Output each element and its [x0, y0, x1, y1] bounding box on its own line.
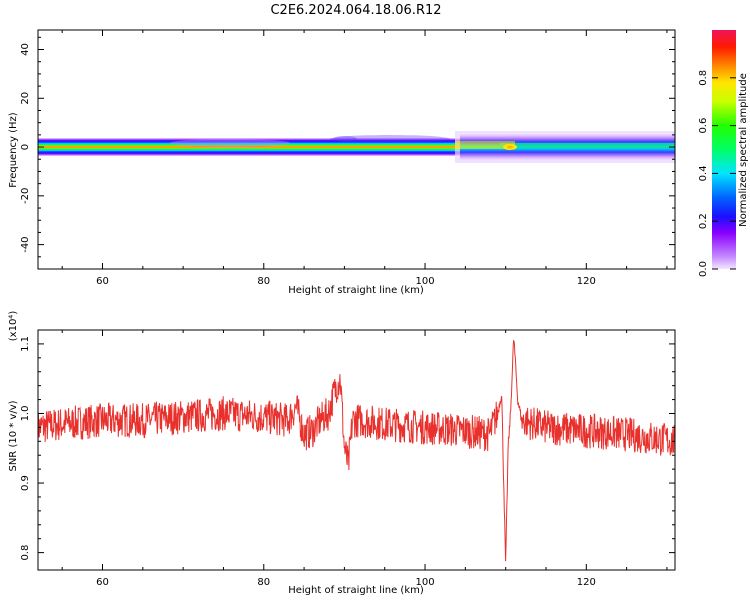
- snr-panel: 60 80 100 120 1.1 1.0 0.9 0.8 Height of straigh…: [8, 311, 676, 596]
- x-tick-label: 100: [415, 577, 434, 588]
- y-tick-label: 1.1: [20, 336, 31, 352]
- colorbar-tick-label: 0.0: [698, 261, 709, 277]
- colorbar-tick-label: 0.6: [698, 118, 709, 134]
- colorbar-gradient: [712, 30, 736, 269]
- spectrogram-ylabel: Frequency (Hz): [8, 112, 19, 188]
- snr-series-line: [38, 339, 675, 562]
- y-tick-label: -40: [20, 236, 31, 252]
- y-tick-label: 40: [20, 43, 31, 56]
- spectrogram-frame: [37, 29, 676, 270]
- y-tick-label: 1.0: [20, 406, 31, 422]
- spectrogram-axes: 60 80 100 120 40 20 0 -20 -40: [20, 30, 675, 287]
- y-tick-label: 20: [20, 92, 31, 105]
- ridge-bulge-3: [333, 136, 357, 142]
- x-tick-label: 60: [96, 577, 109, 588]
- spectrogram-xlabel: Height of straight line (km): [288, 285, 424, 296]
- y-tick-label: 0.9: [20, 475, 31, 491]
- y-tick-label: 0.8: [20, 545, 31, 561]
- colorbar-tick-label: 0.2: [698, 213, 709, 229]
- colorbar-tick-label: 0.4: [698, 165, 709, 181]
- figure-title: C2E6.2024.064.18.06.R12: [270, 3, 441, 18]
- snr-axes: 60 80 100 120 1.1 1.0 0.9 0.8: [20, 330, 675, 588]
- colorbar-tick-label: 0.8: [698, 70, 709, 86]
- colorbar-ticks: 0.0 0.2 0.4 0.6 0.8: [698, 70, 736, 277]
- x-tick-label: 120: [577, 577, 596, 588]
- ridge-bulge-1: [170, 139, 290, 147]
- x-tick-label: 80: [257, 577, 270, 588]
- x-tick-label: 120: [577, 276, 596, 287]
- x-tick-label: 100: [415, 276, 434, 287]
- ridge-bulge-2: [330, 135, 450, 143]
- colorbar: 0.0 0.2 0.4 0.6 0.8 Normalized spectral ampl…: [698, 30, 749, 277]
- snr-xlabel: Height of straight line (km): [288, 585, 424, 596]
- colorbar-label: Normalized spectral amplitude: [738, 73, 749, 227]
- y-tick-label: -20: [20, 188, 31, 204]
- x-tick-label: 80: [257, 276, 270, 287]
- spectrogram-image: [38, 131, 675, 163]
- ridge-transition: [455, 141, 515, 149]
- spectrogram-panel: 60 80 100 120 40 20 0 -20 -40 Height of straight…: [8, 29, 676, 296]
- ridge-weak-core: [500, 143, 675, 148]
- snr-scale-note: (x10⁴): [8, 311, 19, 342]
- snr-ylabel: SNR (10 * v/v): [8, 400, 19, 471]
- y-tick-label: 0: [20, 144, 31, 150]
- snr-frame: [37, 329, 676, 571]
- ridge-band-main: [38, 138, 468, 156]
- x-tick-label: 60: [96, 276, 109, 287]
